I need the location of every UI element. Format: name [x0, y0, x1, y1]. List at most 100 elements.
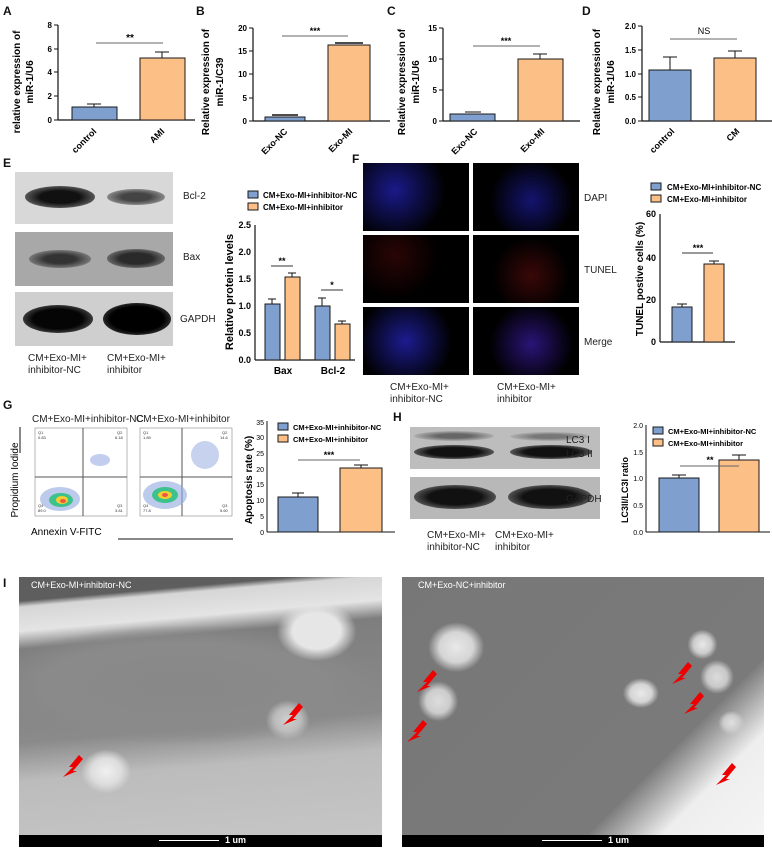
legend-swatch-inhibitor: [277, 434, 289, 443]
svg-text:Q4: Q4: [38, 503, 44, 508]
chart-panel-d: Relative expression of miR-1/U6 0.0 0.5 …: [592, 22, 772, 155]
bar-inhibitor: [703, 263, 725, 343]
tem-image-inhibitor: CM+Exo-NC+inhibitor 1 um: [402, 577, 764, 847]
y-tick: 5: [243, 94, 248, 103]
chart-panel-f: CM+Exo-MI+inhibitor-NC CM+Exo-MI+inhibit…: [635, 182, 761, 347]
band-label-gapdh: GAPDH: [566, 494, 602, 505]
panel-letter-b: B: [196, 4, 205, 18]
flow-title-left: CM+Exo-MI+inhibitor-NC: [32, 414, 144, 425]
y-axis-label: miR-1/C39: [215, 57, 226, 106]
svg-text:0.5: 0.5: [238, 328, 251, 338]
chart-panel-b: Relative expression of miR-1/C39 0 5 10 …: [201, 24, 390, 155]
row-label-dapi: DAPI: [584, 193, 608, 204]
dapi-image-inhibitor: [473, 163, 579, 231]
svg-text:6.18: 6.18: [115, 435, 124, 440]
blot-gapdh: [15, 292, 173, 346]
y-tick: 0: [433, 117, 438, 126]
svg-text:Q3: Q3: [222, 503, 228, 508]
red-arrow-icon: [716, 763, 736, 785]
svg-text:Q4: Q4: [143, 503, 149, 508]
svg-text:15: 15: [256, 482, 264, 489]
bar-inhibitor: [339, 467, 383, 533]
lane-label-2: CM+Exo-MI+ inhibitor: [497, 382, 556, 405]
significance-mark: **: [278, 256, 286, 266]
y-tick: 2.0: [625, 22, 637, 31]
y-tick: 20: [238, 24, 247, 33]
significance-mark: *: [330, 280, 334, 290]
svg-text:77.8: 77.8: [143, 508, 152, 513]
y-tick: 2: [48, 92, 53, 101]
legend-label: CM+Exo-MI+inhibitor: [293, 435, 368, 444]
flow-cytometry-plots: Propidium Iodide Q10.83 Q26.18 Q33.81 Q4…: [10, 427, 233, 540]
legend-label: CM+Exo-MI+inhibitor-NC: [263, 191, 357, 200]
x-tick: Exo-MI: [518, 126, 546, 154]
svg-text:Q2: Q2: [117, 430, 123, 435]
x-tick: AMI: [148, 126, 167, 145]
scale-bar: 1 um: [402, 835, 764, 847]
blot-lc3: [410, 427, 600, 469]
x-tick: Bax: [274, 366, 293, 377]
svg-text:2.5: 2.5: [238, 220, 251, 230]
bar-exo-nc: [264, 116, 306, 122]
legend-label: CM+Exo-MI+inhibitor-NC: [668, 427, 757, 436]
significance-mark: **: [706, 455, 714, 465]
x-tick: Exo-MI: [326, 126, 354, 154]
red-arrow-icon: [672, 662, 692, 684]
y-axis-label: relative expression of: [12, 30, 23, 133]
svg-text:Q1: Q1: [38, 430, 44, 435]
tem-label: CM+Exo-NC+inhibitor: [418, 580, 506, 590]
svg-text:0.0: 0.0: [633, 530, 643, 537]
svg-text:0: 0: [260, 530, 264, 537]
svg-text:14.6: 14.6: [220, 435, 229, 440]
svg-text:5.60: 5.60: [220, 508, 229, 513]
svg-text:Q3: Q3: [117, 503, 123, 508]
bar-inhibitor: [718, 459, 760, 533]
significance-mark: ***: [310, 26, 321, 36]
y-axis-label: Apoptosis rate (%): [244, 436, 255, 524]
y-tick: 5: [433, 86, 438, 95]
svg-text:2.0: 2.0: [633, 423, 643, 430]
svg-text:20: 20: [646, 295, 656, 305]
bar-control: [648, 69, 692, 122]
legend-swatch-inhibitor: [247, 202, 259, 211]
x-axis-label: Annexin V-FITC: [31, 527, 102, 538]
y-tick: 1.0: [625, 70, 637, 79]
chart-panel-h: CM+Exo-MI+inhibitor-NC CM+Exo-MI+inhibit…: [620, 423, 770, 537]
x-tick: control: [648, 126, 677, 155]
x-tick: control: [70, 126, 99, 155]
bar-ami: [139, 57, 186, 121]
panel-letter-i: I: [3, 576, 7, 590]
y-tick: 4: [48, 68, 53, 77]
y-axis-label: LC3II/LC3I ratio: [620, 456, 630, 523]
significance-mark: NS: [698, 26, 711, 36]
legend-label: CM+Exo-MI+inhibitor: [263, 203, 343, 212]
bar-bcl2-inhibitor: [334, 323, 351, 361]
x-tick: Exo-NC: [449, 126, 479, 155]
red-arrow-icon: [417, 670, 437, 692]
lane-label-2: CM+Exo-MI+ inhibitor: [495, 530, 554, 553]
bar-cm: [713, 57, 757, 122]
svg-text:1.5: 1.5: [238, 274, 251, 284]
y-axis-label: miR-1/U6: [606, 60, 617, 104]
chart-panel-e: CM+Exo-MI+inhibitor-NC CM+Exo-MI+inhibit…: [224, 190, 357, 377]
svg-text:89.0: 89.0: [38, 508, 47, 513]
merge-image-nc: [363, 307, 469, 375]
y-tick: 8: [48, 21, 53, 30]
legend-label: CM+Exo-MI+inhibitor: [668, 439, 743, 448]
y-axis-label: miR-1/U6: [411, 60, 422, 104]
y-axis-label: Relative expression of: [592, 28, 603, 135]
svg-text:0.5: 0.5: [633, 503, 643, 510]
tunel-image-nc: [363, 235, 469, 303]
panel-letter-d: D: [582, 4, 591, 18]
svg-text:Q1: Q1: [143, 430, 149, 435]
legend-swatch-nc: [277, 422, 289, 431]
svg-text:35: 35: [256, 420, 264, 427]
bar-exo-nc: [449, 113, 496, 122]
band-label-gapdh: GAPDH: [180, 314, 216, 325]
legend-swatch-nc: [650, 182, 662, 191]
legend-swatch-nc: [652, 426, 664, 435]
y-axis-label: Relative expression of: [201, 28, 212, 135]
y-tick: 0: [48, 116, 53, 125]
y-tick: 0.5: [625, 93, 637, 102]
svg-text:1.0: 1.0: [238, 301, 251, 311]
